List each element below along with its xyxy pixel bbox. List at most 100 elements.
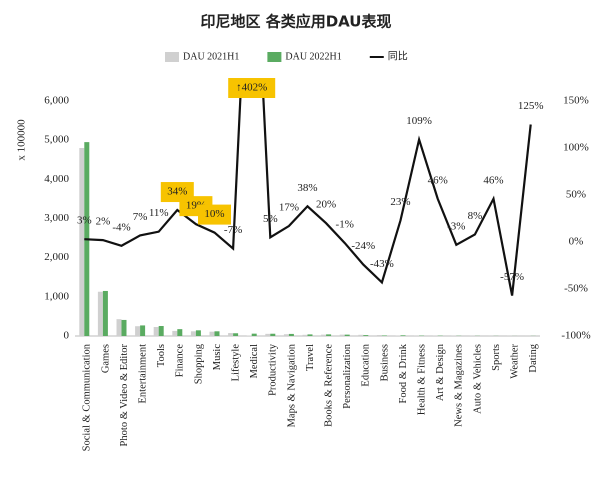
x-tick-label: Entertainment (138, 344, 149, 404)
bar (302, 334, 308, 336)
line-group (84, 78, 532, 296)
y-tick-label: 1,000 (44, 290, 69, 302)
legend-label: 同比 (388, 50, 408, 62)
bar (135, 326, 141, 336)
bar (214, 331, 220, 336)
y-tick-label: 5,000 (44, 134, 69, 146)
x-tick-label: Health & Fitness (417, 344, 428, 415)
data-label: -4% (112, 221, 130, 233)
line (84, 78, 532, 296)
data-label: -1% (336, 218, 354, 230)
label-highlight (198, 204, 231, 225)
x-tick-label: Personalization (342, 343, 353, 408)
x-tick-label: Sports (491, 344, 502, 371)
data-label: 20% (316, 199, 336, 211)
y2-tick-label: 150% (563, 95, 589, 107)
data-label: 5% (263, 213, 278, 225)
y2-tick-label: 100% (563, 142, 589, 154)
bar (283, 334, 289, 336)
bar (400, 335, 406, 336)
bar (121, 319, 127, 336)
data-label: 7% (133, 211, 148, 223)
x-tick-label: Art & Design (435, 343, 446, 401)
bar (233, 333, 239, 336)
y-tick-label: 3,000 (44, 212, 69, 224)
bar (209, 331, 215, 336)
y-axis-label: x 100000 (16, 119, 28, 161)
x-tick-label: News & Magazines (454, 344, 465, 427)
bar (102, 290, 108, 336)
y-tick-label: 6,000 (44, 95, 69, 107)
data-label: 11% (149, 207, 169, 219)
x-tick-label: Lifestyle (231, 344, 242, 382)
bar (195, 330, 201, 336)
x-tick-label: Maps & Navigation (286, 343, 297, 427)
chart-title: 印尼地区 各类应用DAU表现 (200, 13, 391, 31)
bar (97, 291, 103, 336)
x-tick-label: Education (361, 343, 372, 386)
bar (344, 334, 350, 336)
bar (321, 334, 327, 336)
y2-tick-label: 0% (569, 236, 584, 248)
data-label: 10% (204, 208, 224, 220)
x-tick-label: Auto & Vehicles (472, 344, 483, 414)
y2-tick-label: -100% (561, 330, 590, 342)
x-tick-label: Weather (510, 344, 521, 379)
x-tick-label: Productivity (268, 343, 279, 396)
x-tick-label: Business (379, 344, 390, 381)
data-label: 2% (96, 216, 111, 228)
y-tick-label: 0 (64, 330, 70, 342)
bar (116, 319, 122, 336)
x-tick-label: Social & Communication (82, 343, 93, 451)
data-label: 17% (279, 202, 299, 214)
bar (251, 333, 257, 336)
data-label: 23% (390, 196, 410, 208)
data-label: 3% (77, 215, 92, 227)
bar (79, 148, 85, 336)
data-label: 8% (468, 210, 483, 222)
data-label: -24% (351, 240, 375, 252)
x-tick-label: Games (100, 344, 111, 373)
data-label: 46% (483, 174, 503, 186)
data-label: 34% (167, 186, 187, 198)
bar (228, 333, 234, 336)
x-tick-label: Food & Drink (398, 343, 409, 403)
y-tick-label: 4,000 (44, 173, 69, 185)
x-tick-label: Finance (175, 344, 186, 378)
legend-swatch (165, 52, 179, 62)
legend-label: DAU 2021H1 (183, 51, 239, 62)
bar (158, 326, 164, 336)
x-tick-label: Books & Reference (324, 344, 335, 427)
bar (190, 331, 196, 336)
y-tick-label: 2,000 (44, 251, 69, 263)
bar (358, 334, 364, 336)
bar (307, 334, 313, 336)
bar (153, 326, 159, 336)
bar (326, 334, 332, 336)
legend-label: DAU 2022H1 (285, 51, 341, 62)
bar (177, 329, 183, 336)
label-highlight (228, 78, 276, 98)
bar (381, 335, 387, 336)
data-label: ↑402% (236, 82, 267, 94)
x-tick-label: Medical (249, 344, 260, 378)
bar (339, 334, 345, 336)
x-tick-label: Tools (156, 344, 167, 367)
data-label: 125% (518, 100, 544, 112)
x-tick-label: Travel (305, 344, 316, 371)
data-label: 46% (428, 174, 448, 186)
data-label: -7% (224, 224, 242, 236)
bar (270, 333, 276, 336)
bar (288, 333, 294, 336)
bar (376, 335, 382, 336)
data-label: 109% (406, 115, 432, 127)
bar (395, 335, 401, 336)
x-tick-label: Photo & Video & Editor (119, 344, 130, 447)
bar (140, 325, 146, 336)
legend-swatch (267, 52, 282, 62)
x-tick-label: Dating (528, 343, 539, 372)
bar (172, 330, 178, 336)
data-label: -57% (500, 271, 524, 283)
y2-tick-label: -50% (564, 283, 588, 295)
